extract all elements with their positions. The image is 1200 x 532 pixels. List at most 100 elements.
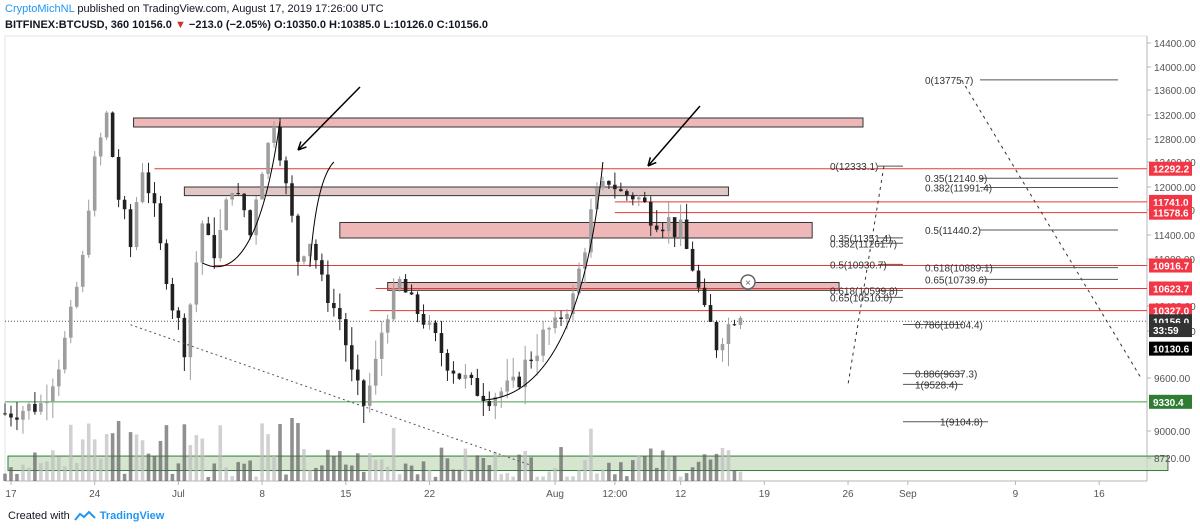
candle-body (547, 328, 551, 330)
candle-body (236, 193, 240, 195)
high-value: 10385.0 (340, 19, 381, 31)
candle-body (690, 248, 695, 271)
fib-label: 0.65(10739.6) (925, 275, 987, 286)
fib-label: 0.618(10889.1) (925, 264, 993, 275)
arrow-line (297, 86, 361, 151)
candle-body (80, 254, 85, 287)
candle-body (379, 332, 384, 359)
volume-bar (642, 456, 647, 481)
volume-bar (57, 456, 61, 481)
volume-bar (601, 469, 605, 481)
tradingview-logo-icon (73, 510, 96, 521)
candle-body (338, 308, 342, 320)
trendline-dotted (130, 324, 532, 466)
candle-body (218, 229, 223, 259)
brand-name[interactable]: TradingView (99, 510, 165, 522)
volume-bar (583, 460, 587, 481)
volume-bar (338, 450, 342, 481)
price-badge-label: 10156.0 (1153, 317, 1190, 328)
volume-bar (553, 468, 557, 481)
candle-body (39, 403, 43, 412)
volume-bar (68, 424, 73, 481)
volume-bar (720, 447, 725, 481)
fib-diagonal (847, 166, 885, 385)
volume-bar (308, 470, 312, 481)
chart-header: CryptoMichNL published on TradingView.co… (5, 2, 1185, 34)
volume-bar (529, 457, 533, 481)
volume-bar (708, 459, 713, 481)
close-target-icon (740, 274, 756, 290)
candle-body (696, 270, 701, 288)
volume-bar (140, 440, 145, 481)
volume-bar (666, 457, 671, 481)
volume-bar (51, 450, 55, 481)
last-price: 10156.0 (132, 19, 172, 31)
publish-info: published on TradingView.com, August 17,… (77, 3, 384, 15)
volume-bar (302, 449, 306, 481)
volume-bar (631, 460, 635, 481)
volume-bar (469, 469, 474, 481)
author-name[interactable]: CryptoMichNL (5, 3, 75, 15)
candle-body (224, 199, 229, 230)
volume-bar (619, 462, 623, 481)
fib-label: 0(13775.7) (925, 76, 973, 87)
candle-body (86, 210, 91, 255)
candle-body (110, 112, 115, 157)
low-value: 10126.0 (393, 19, 434, 31)
candle-body (272, 126, 276, 143)
price-badge-label: 11578.6 (1153, 209, 1189, 220)
volume-bar (260, 423, 264, 481)
candle-body (33, 403, 37, 412)
time-tick-label: 22 (424, 489, 436, 500)
candle-body (678, 219, 683, 237)
candle-body (51, 386, 55, 402)
volume-bar (565, 476, 569, 481)
fib-label: 0.382(11261.7) (830, 239, 897, 250)
candle-body (302, 256, 306, 262)
candle-body (284, 160, 288, 184)
candle-body (732, 324, 737, 326)
volume-bar (613, 474, 617, 481)
fib-diagonal (961, 79, 1142, 379)
volume-bar (218, 425, 223, 481)
footer: Created with TradingView (8, 510, 164, 522)
candle-body (445, 353, 450, 371)
price-change: −213.0 (−2.05%) (188, 19, 271, 31)
candle-body (660, 229, 665, 232)
price-chart[interactable]: × 0(12333.1) 0.35(11351.4)0.382(11261.7) 0… (0, 0, 1200, 500)
candle-body (385, 319, 390, 333)
candle-body (427, 322, 432, 325)
volume-bar (290, 418, 294, 481)
candle-body (631, 195, 635, 200)
volume-bar (284, 474, 288, 481)
volume-bar (696, 461, 701, 481)
volume-bar (128, 432, 133, 481)
volume-bar (176, 463, 181, 481)
candle-body (361, 380, 366, 406)
candle-body (74, 286, 79, 307)
volume-bar (200, 438, 205, 481)
volume-bar (415, 474, 420, 481)
zone-rect (339, 222, 813, 239)
candle-body (344, 319, 348, 346)
price-tick-label: 9600.00 (1154, 374, 1191, 385)
volume-bar (475, 455, 480, 481)
volume-bar (367, 453, 372, 481)
candle-body (589, 209, 593, 253)
price-tick-label: 12800.00 (1154, 135, 1196, 146)
candle-body (128, 209, 133, 248)
volume-bar (248, 460, 252, 481)
symbol-label: BITFINEX:BTCUSD, 360 (5, 19, 130, 31)
candle-body (68, 306, 73, 338)
volume-bar (738, 471, 743, 481)
volume-bar (355, 453, 360, 481)
candle-body (62, 337, 67, 370)
volume-bar (660, 450, 665, 481)
fib-label: 0.886(9637.3) (915, 370, 977, 381)
candle-body (326, 274, 330, 303)
target-x-icon: × (745, 278, 751, 289)
volume-bar (92, 439, 97, 481)
time-tick-label: 12 (675, 489, 687, 500)
candle-body (529, 359, 533, 362)
volume-bar (27, 467, 31, 481)
